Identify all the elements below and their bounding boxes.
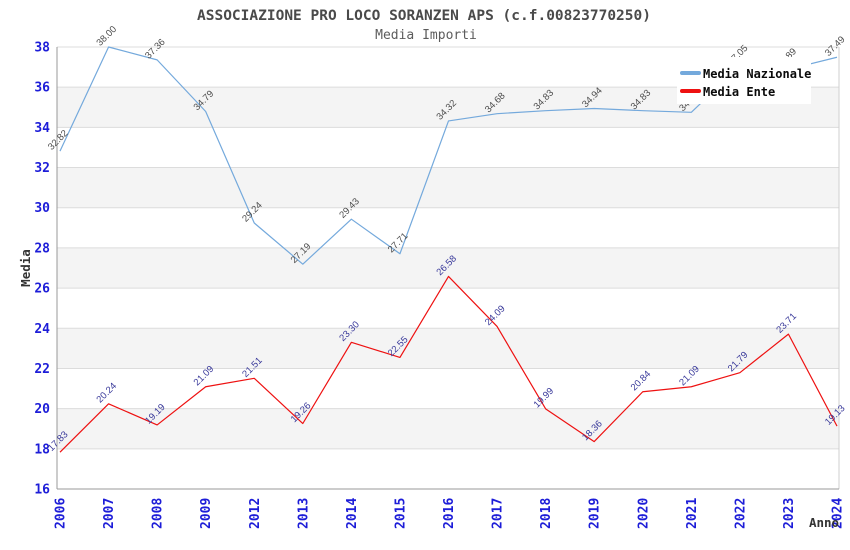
x-tick-label: 2013 <box>296 498 311 529</box>
y-tick-label: 34 <box>34 121 50 136</box>
x-tick-label: 2023 <box>782 498 797 529</box>
plot-band <box>57 408 839 449</box>
x-tick-label: 2019 <box>588 498 603 529</box>
x-tick-label: 2017 <box>491 498 506 529</box>
x-tick-label: 2020 <box>636 498 651 529</box>
x-tick-label: 2006 <box>54 498 69 529</box>
x-tick-label: 2015 <box>393 498 408 529</box>
data-label-media-nazionale: 38.00 <box>94 24 119 49</box>
y-tick-label: 32 <box>34 161 50 176</box>
legend: Media Nazionale Media Ente <box>677 57 811 104</box>
y-axis-title: Media <box>18 249 33 287</box>
plot-band <box>57 247 839 289</box>
plot-band <box>57 328 839 369</box>
x-tick-label: 2014 <box>345 498 360 529</box>
plot-band <box>57 448 839 489</box>
legend-label-ente: Media Ente <box>703 85 775 99</box>
chart-title: ASSOCIAZIONE PRO LOCO SORANZEN APS (c.f.… <box>197 8 651 24</box>
y-tick-label: 22 <box>34 362 50 377</box>
plot-band <box>57 288 839 329</box>
legend-background <box>677 57 811 104</box>
series-line-media-ente <box>59 275 838 453</box>
x-tick-label: 2022 <box>733 498 748 529</box>
plot-band <box>57 368 839 409</box>
x-tick-label: 2009 <box>199 498 214 529</box>
y-tick-label: 24 <box>34 322 50 337</box>
x-tick-label: 2021 <box>685 498 700 529</box>
y-tick-label: 28 <box>34 241 50 256</box>
y-tick-label: 30 <box>34 201 50 216</box>
legend-label-nazionale: Media Nazionale <box>703 67 811 81</box>
plot-band <box>57 167 839 208</box>
plot-band <box>57 207 839 248</box>
x-tick-label: 2007 <box>102 498 117 529</box>
x-tick-label: 2018 <box>539 498 554 529</box>
y-tick-label: 20 <box>34 402 50 417</box>
x-tick-label: 2024 <box>831 498 846 529</box>
y-tick-label: 18 <box>34 442 50 457</box>
y-tick-label: 16 <box>34 483 50 498</box>
chart-subtitle: Media Importi <box>375 28 477 43</box>
x-tick-label: 2008 <box>151 498 166 529</box>
y-tick-label: 38 <box>34 41 50 56</box>
y-tick-label: 26 <box>34 282 50 297</box>
x-tick-label: 2016 <box>442 498 457 529</box>
x-axis-title: Anno <box>809 515 839 530</box>
x-tick-label: 2012 <box>248 498 263 529</box>
y-tick-label: 36 <box>34 81 50 96</box>
plot-band <box>57 127 839 168</box>
